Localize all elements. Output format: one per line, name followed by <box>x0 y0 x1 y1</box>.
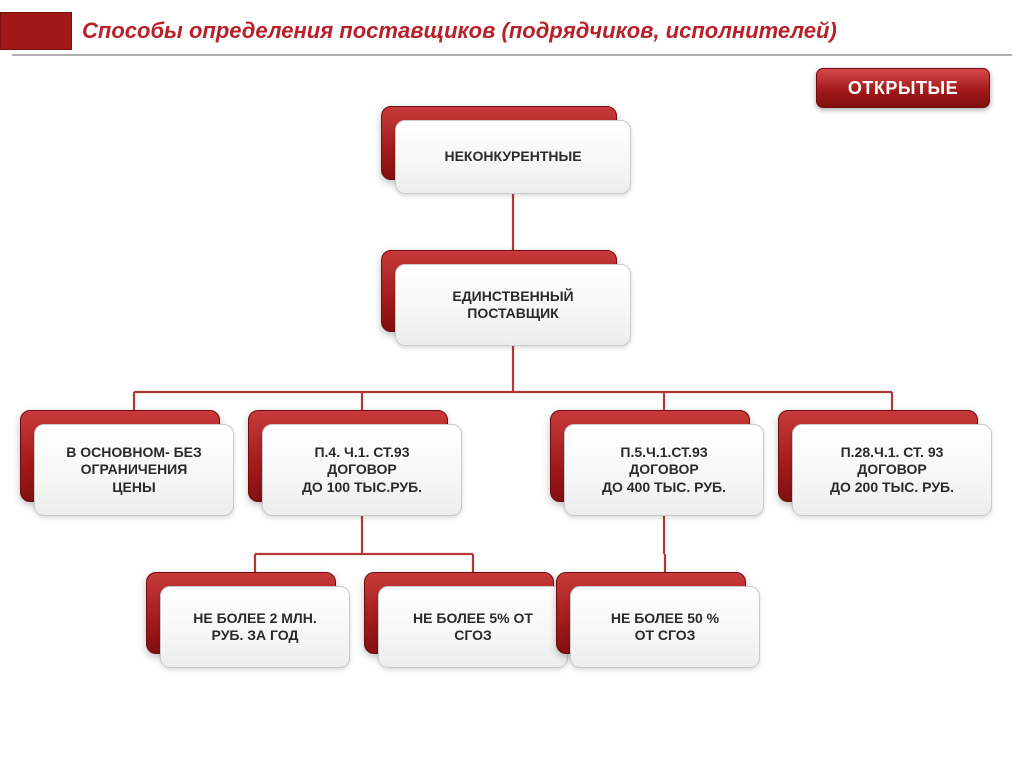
page-title: Способы определения поставщиков (подрядч… <box>82 18 837 44</box>
node-label: ЕДИНСТВЕННЫЙ ПОСТАВЩИК <box>395 264 631 346</box>
node-l3: П.5.Ч.1.СТ.93 ДОГОВОР ДО 400 ТЫС. РУБ. <box>564 424 764 516</box>
header-row: Способы определения поставщиков (подрядч… <box>0 0 1024 56</box>
node-label: НЕКОНКУРЕНТНЫЕ <box>395 120 631 194</box>
node-label: В ОСНОВНОМ- БЕЗ ОГРАНИЧЕНИЯ ЦЕНЫ <box>34 424 234 516</box>
diagram-canvas: НЕКОНКУРЕНТНЫЕ ЕДИНСТВЕННЫЙ ПОСТАВЩИК В ОС… <box>0 56 1024 767</box>
node-l1: В ОСНОВНОМ- БЕЗ ОГРАНИЧЕНИЯ ЦЕНЫ <box>34 424 234 516</box>
node-label: НЕ БОЛЕЕ 50 % ОТ СГОЗ <box>570 586 760 668</box>
node-g1: НЕ БОЛЕЕ 2 МЛН. РУБ. ЗА ГОД <box>160 586 350 668</box>
node-g3: НЕ БОЛЕЕ 50 % ОТ СГОЗ <box>570 586 760 668</box>
node-n2: ЕДИНСТВЕННЫЙ ПОСТАВЩИК <box>395 264 631 346</box>
accent-block <box>0 12 72 50</box>
node-l4: П.28.Ч.1. СТ. 93 ДОГОВОР ДО 200 ТЫС. РУБ… <box>792 424 992 516</box>
node-label: НЕ БОЛЕЕ 5% ОТ СГОЗ <box>378 586 568 668</box>
node-label: П.28.Ч.1. СТ. 93 ДОГОВОР ДО 200 ТЫС. РУБ… <box>792 424 992 516</box>
node-label: НЕ БОЛЕЕ 2 МЛН. РУБ. ЗА ГОД <box>160 586 350 668</box>
node-label: П.5.Ч.1.СТ.93 ДОГОВОР ДО 400 ТЫС. РУБ. <box>564 424 764 516</box>
node-label: П.4. Ч.1. СТ.93 ДОГОВОР ДО 100 ТЫС.РУБ. <box>262 424 462 516</box>
node-l2: П.4. Ч.1. СТ.93 ДОГОВОР ДО 100 ТЫС.РУБ. <box>262 424 462 516</box>
node-g2: НЕ БОЛЕЕ 5% ОТ СГОЗ <box>378 586 568 668</box>
node-n1: НЕКОНКУРЕНТНЫЕ <box>395 120 631 194</box>
